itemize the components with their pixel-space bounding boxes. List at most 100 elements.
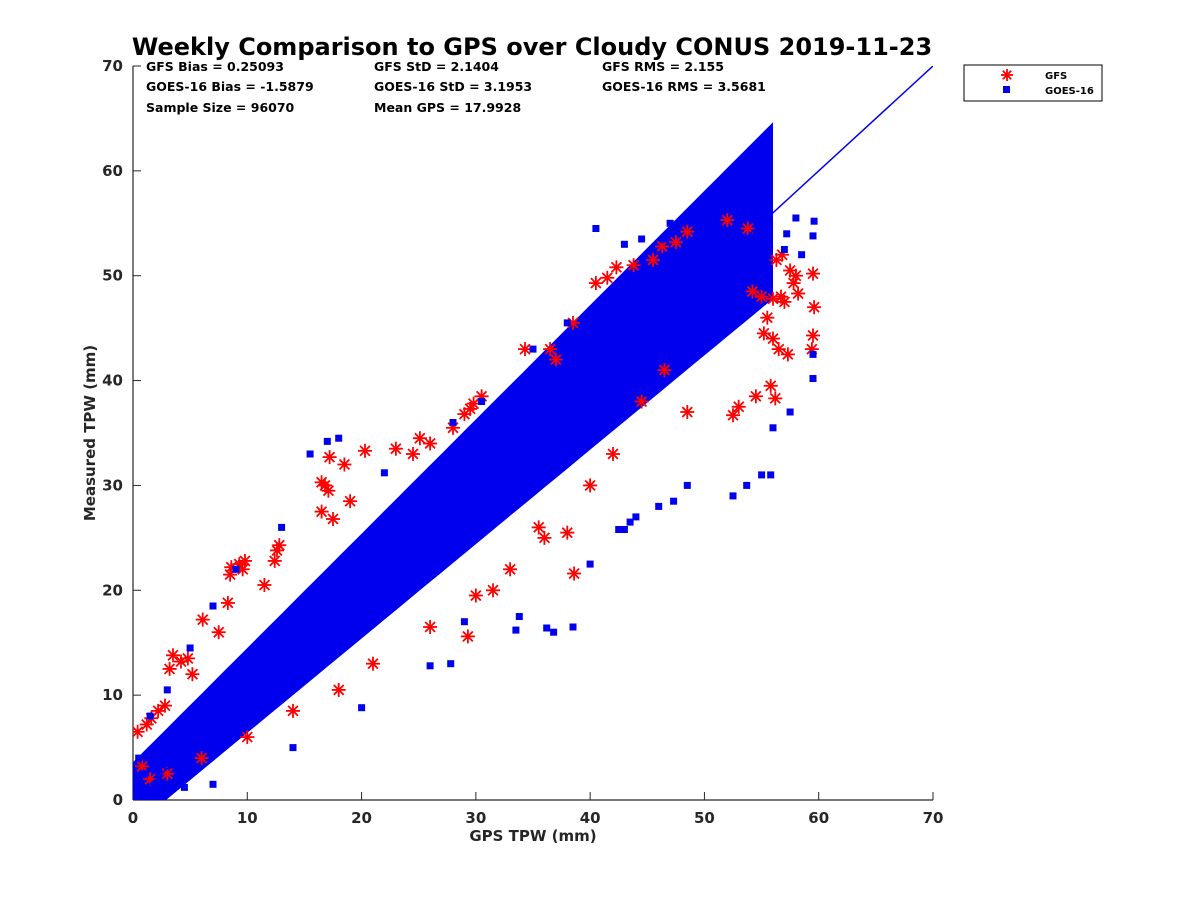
goes16-point xyxy=(180,783,188,791)
gfs-point xyxy=(286,703,300,718)
goes16-point xyxy=(209,602,217,610)
gfs-point xyxy=(211,625,226,640)
x-axis-ticks: 0 10 20 30 40 50 60 70 xyxy=(128,792,943,827)
goes16-point xyxy=(563,319,571,327)
goes16-point xyxy=(306,450,314,458)
x-tick-label: 20 xyxy=(351,809,372,827)
goes16-point xyxy=(550,628,558,636)
gfs-point xyxy=(343,494,358,509)
goes16-point xyxy=(729,492,737,500)
goes16-point xyxy=(809,375,817,382)
gfs-point xyxy=(588,276,603,291)
goes16-point xyxy=(783,230,791,238)
goes16-point xyxy=(586,560,594,568)
gfs-point xyxy=(270,543,284,558)
gfs-point xyxy=(185,667,200,682)
gfs-point xyxy=(195,612,210,627)
stat-goes16-rms: GOES-16 RMS = 3.5681 xyxy=(602,79,766,94)
goes16-point xyxy=(209,780,217,788)
goes16-point xyxy=(478,398,486,405)
gfs-point xyxy=(754,289,769,304)
goes16-point xyxy=(660,235,668,243)
goes16-point xyxy=(186,644,194,652)
gfs-point xyxy=(567,566,582,581)
y-tick-label: 10 xyxy=(102,686,123,704)
gfs-point xyxy=(606,447,620,461)
x-tick-label: 40 xyxy=(580,809,601,827)
goes16-point xyxy=(786,408,794,416)
goes16-point xyxy=(358,704,366,712)
x-axis-label: GPS TPW (mm) xyxy=(469,827,596,845)
goes16-point xyxy=(615,526,623,533)
goes16-point xyxy=(683,214,691,222)
gfs-point xyxy=(720,213,735,228)
goes16-point xyxy=(323,437,331,445)
stat-gfs-bias: GFS Bias = 0.25093 xyxy=(146,59,284,74)
goes16-point xyxy=(426,662,434,670)
gfs-point xyxy=(548,352,563,367)
goes16-series xyxy=(135,209,818,791)
gfs-point xyxy=(777,294,792,309)
gfs-point xyxy=(791,286,806,301)
gfs-point xyxy=(272,538,287,553)
y-axis-label: Measured TPW (mm) xyxy=(81,345,99,521)
legend-goes16-marker xyxy=(1003,86,1010,93)
goes16-point xyxy=(670,497,678,505)
goes16-point xyxy=(140,770,148,778)
goes16-point xyxy=(289,744,297,752)
goes16-point xyxy=(626,518,634,526)
gfs-point xyxy=(314,504,329,519)
gfs-point xyxy=(321,483,336,498)
goes16-point xyxy=(163,686,171,694)
goes16-density-region xyxy=(133,122,773,800)
gfs-point xyxy=(240,730,255,745)
gfs-point xyxy=(560,525,575,540)
stat-gfs-std: GFS StD = 2.1404 xyxy=(374,59,499,74)
goes16-point xyxy=(700,209,708,217)
y-tick-label: 0 xyxy=(113,791,123,809)
stat-goes16-std: GOES-16 StD = 3.1953 xyxy=(374,79,532,94)
gfs-point xyxy=(646,253,660,267)
stat-goes16-bias: GOES-16 Bias = -1.5879 xyxy=(146,79,314,94)
goes16-point xyxy=(543,624,551,632)
goes16-point xyxy=(449,419,457,426)
gfs-point xyxy=(326,512,340,526)
gfs-point xyxy=(151,703,166,718)
gfs-point xyxy=(634,394,649,409)
goes16-point xyxy=(232,565,240,573)
x-tick-label: 0 xyxy=(128,809,138,827)
goes16-point xyxy=(792,214,800,222)
goes16-point xyxy=(278,523,286,531)
gfs-point xyxy=(331,682,346,697)
data-density-cloud xyxy=(133,122,773,800)
gfs-point xyxy=(680,405,695,419)
gfs-point xyxy=(763,378,778,393)
gfs-point xyxy=(162,661,177,676)
goes16-point xyxy=(767,471,775,479)
goes16-point xyxy=(620,240,628,248)
legend-gfs-marker xyxy=(1001,69,1013,81)
goes16-point xyxy=(512,626,520,634)
gfs-point xyxy=(731,399,746,414)
gfs-point xyxy=(806,266,820,281)
gfs-point xyxy=(766,331,780,346)
gfs-point xyxy=(358,443,372,458)
y-tick-label: 20 xyxy=(102,581,123,599)
goes16-point xyxy=(683,481,691,489)
goes16-point xyxy=(638,235,646,243)
gfs-point xyxy=(194,751,209,766)
stat-mean-gps: Mean GPS = 17.9928 xyxy=(374,100,521,115)
goes16-point xyxy=(620,526,628,533)
goes16-point xyxy=(152,780,160,788)
goes16-point xyxy=(655,502,663,510)
gfs-point xyxy=(133,724,145,739)
gfs-point xyxy=(412,431,427,446)
plot-area xyxy=(133,66,933,800)
gfs-point xyxy=(220,595,235,610)
goes16-point xyxy=(569,623,577,631)
gfs-point xyxy=(257,578,272,592)
goes16-point xyxy=(135,754,143,762)
gfs-point xyxy=(388,441,403,456)
y-tick-label: 70 xyxy=(102,57,123,75)
y-tick-label: 30 xyxy=(102,476,123,494)
